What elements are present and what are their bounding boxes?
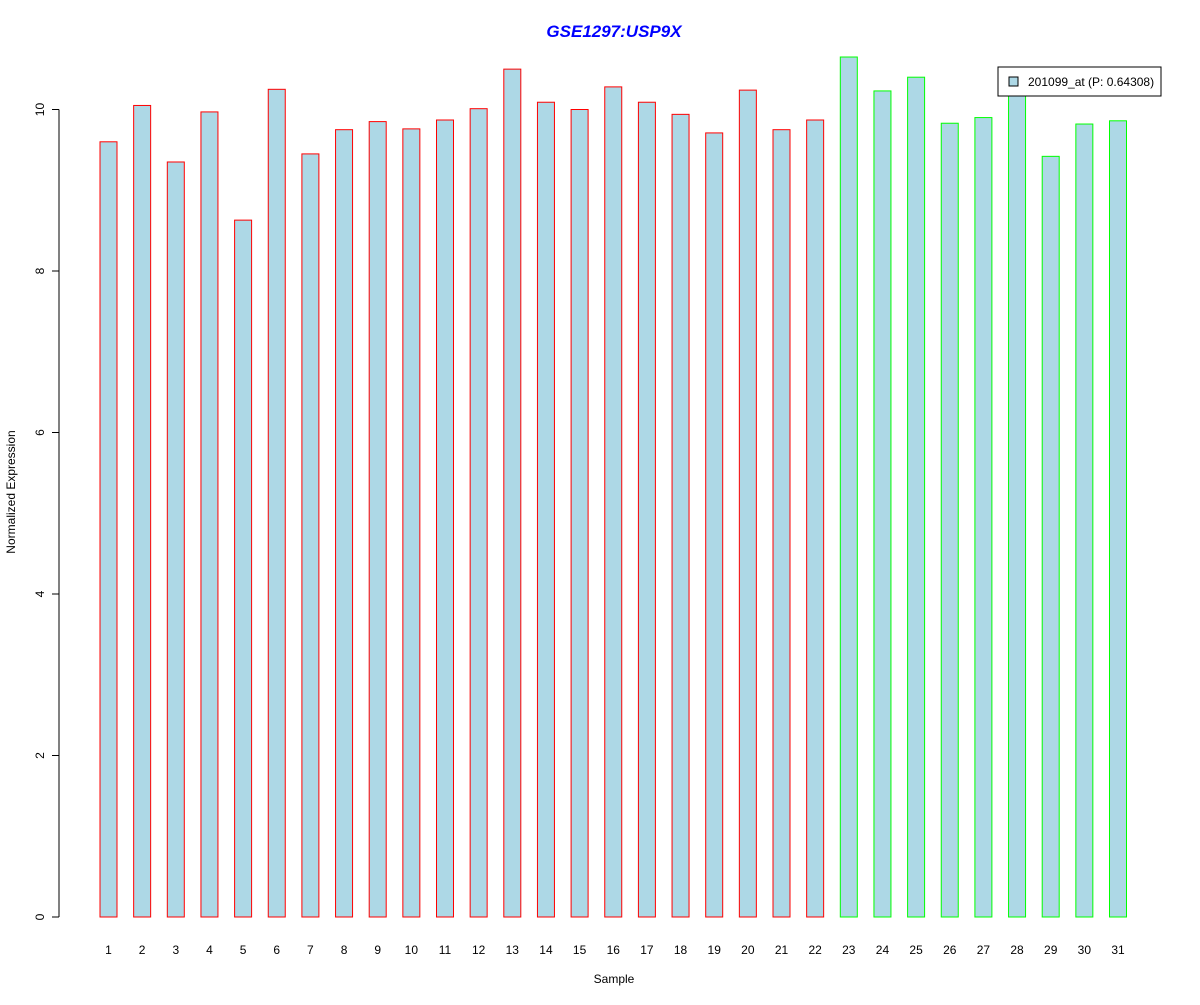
bar-sample-3 — [166, 161, 185, 918]
bars-group — [99, 56, 1127, 918]
bar-sample-25 — [907, 76, 926, 918]
y-tick-label: 2 — [33, 752, 47, 759]
x-axis-label: Sample — [594, 972, 635, 986]
chart-title: GSE1297:USP9X — [546, 22, 683, 41]
bar-sample-22 — [806, 119, 825, 918]
x-tick-label: 31 — [1111, 943, 1125, 957]
bar-sample-17 — [637, 101, 656, 918]
x-tick-label: 21 — [775, 943, 789, 957]
x-tick-labels: 1 2 3 4 5 6 7 8 9 10 11 12 13 14 15 16 17 18 19 20 21 22 23 24 2… — [105, 943, 1125, 957]
x-tick-label: 28 — [1010, 943, 1024, 957]
x-tick-label: 16 — [607, 943, 621, 957]
y-axis-label: Normalized Expression — [4, 430, 18, 553]
bar-sample-9 — [368, 121, 387, 918]
x-tick-label: 25 — [909, 943, 923, 957]
bar-sample-14 — [536, 101, 555, 918]
bar-sample-27 — [974, 117, 993, 918]
bar-sample-26 — [940, 122, 959, 918]
x-tick-label: 19 — [708, 943, 722, 957]
bar-sample-19 — [705, 132, 724, 918]
x-tick-label: 30 — [1078, 943, 1092, 957]
bar-sample-23 — [839, 56, 858, 918]
y-tick-label: 10 — [33, 103, 47, 117]
bar-sample-13 — [503, 68, 522, 918]
x-tick-label: 12 — [472, 943, 486, 957]
bar-sample-30 — [1075, 123, 1094, 918]
bar-sample-21 — [772, 129, 791, 918]
x-tick-label: 17 — [640, 943, 654, 957]
x-tick-label: 27 — [977, 943, 991, 957]
x-tick-label: 10 — [405, 943, 419, 957]
x-tick-label: 13 — [506, 943, 520, 957]
bar-sample-24 — [873, 90, 892, 918]
legend-label: 201099_at (P: 0.64308) — [1028, 75, 1154, 89]
x-tick-label: 1 — [105, 943, 112, 957]
x-tick-label: 20 — [741, 943, 755, 957]
bar-sample-29 — [1041, 155, 1060, 918]
bar-sample-18 — [671, 113, 690, 918]
x-tick-label: 3 — [172, 943, 179, 957]
bar-sample-1 — [99, 141, 118, 918]
bar-sample-20 — [738, 89, 757, 918]
y-tick-label: 6 — [33, 429, 47, 436]
x-tick-label: 24 — [876, 943, 890, 957]
bar-sample-15 — [570, 109, 589, 918]
bar-sample-28 — [1008, 92, 1027, 918]
y-axis: 0 2 4 6 8 10 — [33, 103, 60, 920]
bar-sample-6 — [267, 88, 286, 918]
bar-sample-2 — [133, 104, 152, 918]
x-tick-label: 6 — [273, 943, 280, 957]
bar-sample-4 — [200, 111, 219, 918]
x-tick-label: 7 — [307, 943, 314, 957]
bar-sample-16 — [604, 86, 623, 918]
x-tick-label: 4 — [206, 943, 213, 957]
bar-sample-10 — [402, 128, 421, 918]
x-tick-label: 11 — [439, 943, 452, 957]
legend-box — [997, 66, 1162, 97]
x-tick-label: 26 — [943, 943, 957, 957]
legend-swatch — [1008, 76, 1019, 87]
y-tick-label: 4 — [33, 590, 47, 597]
x-tick-label: 9 — [374, 943, 381, 957]
y-tick-label: 8 — [33, 267, 47, 274]
x-tick-label: 23 — [842, 943, 856, 957]
x-tick-label: 29 — [1044, 943, 1058, 957]
x-tick-label: 2 — [139, 943, 146, 957]
bar-sample-11 — [436, 119, 454, 918]
bar-sample-7 — [301, 153, 320, 918]
x-tick-label: 14 — [539, 943, 553, 957]
x-tick-label: 22 — [808, 943, 822, 957]
bar-sample-8 — [335, 129, 354, 918]
bar-sample-5 — [234, 219, 253, 918]
x-tick-label: 5 — [240, 943, 247, 957]
y-tick-label: 0 — [33, 913, 47, 920]
x-tick-label: 15 — [573, 943, 587, 957]
bar-sample-31 — [1109, 120, 1127, 918]
bar-sample-12 — [469, 108, 488, 918]
x-tick-label: 18 — [674, 943, 688, 957]
x-tick-label: 8 — [341, 943, 348, 957]
legend: 201099_at (P: 0.64308) — [997, 66, 1162, 97]
